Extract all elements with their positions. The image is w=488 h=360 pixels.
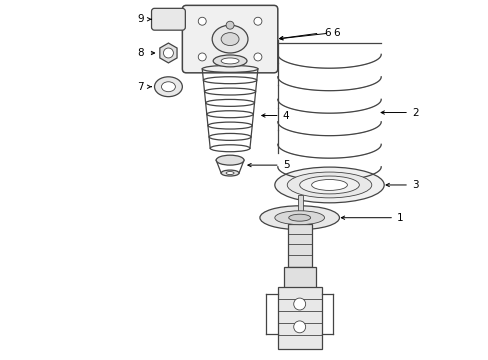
Text: 6: 6 [333,28,340,38]
Text: 3: 3 [411,180,418,190]
FancyBboxPatch shape [151,8,185,30]
Text: 9: 9 [137,14,143,24]
Text: 7: 7 [137,82,143,92]
Ellipse shape [260,206,339,230]
Ellipse shape [221,58,239,64]
FancyBboxPatch shape [182,5,277,73]
Ellipse shape [299,176,359,194]
Ellipse shape [288,214,310,221]
Ellipse shape [216,155,244,165]
Text: 1: 1 [396,213,403,223]
Ellipse shape [161,82,175,92]
Circle shape [253,17,262,25]
Ellipse shape [274,211,324,225]
Circle shape [198,17,206,25]
Ellipse shape [286,172,371,198]
Bar [297,195,302,218]
Bar [283,267,315,289]
Bar [287,224,311,267]
Text: 2: 2 [411,108,418,117]
Text: 8: 8 [137,48,143,58]
Ellipse shape [274,167,384,203]
Ellipse shape [225,172,234,175]
Text: 6: 6 [324,28,330,38]
Polygon shape [160,43,177,63]
Ellipse shape [212,25,247,53]
Circle shape [293,298,305,310]
Ellipse shape [213,55,246,67]
Circle shape [225,21,234,29]
Text: 5: 5 [282,160,289,170]
Circle shape [198,53,206,61]
Ellipse shape [154,77,182,96]
Bar [277,287,321,349]
Text: 4: 4 [282,111,289,121]
Ellipse shape [221,33,239,46]
Ellipse shape [311,180,346,190]
Circle shape [293,321,305,333]
Circle shape [163,48,173,58]
Circle shape [253,53,262,61]
Ellipse shape [221,170,239,176]
